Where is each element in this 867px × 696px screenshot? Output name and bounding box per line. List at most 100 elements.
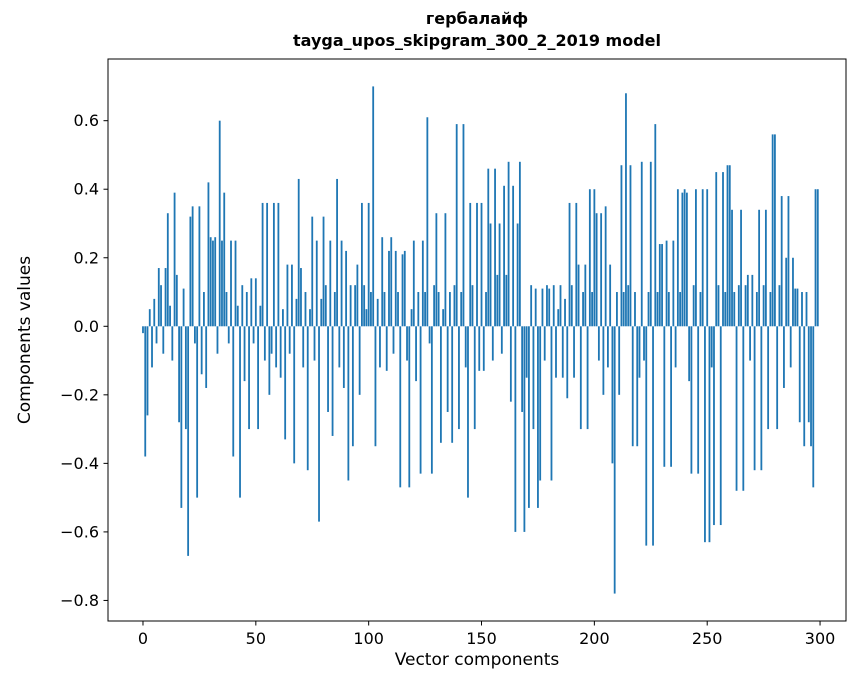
bar xyxy=(322,216,325,327)
bar xyxy=(230,240,232,327)
bar xyxy=(318,326,320,522)
bar xyxy=(410,309,413,327)
bar xyxy=(670,326,672,467)
x-tick-label: 50 xyxy=(246,629,266,648)
bar xyxy=(446,326,449,412)
bar xyxy=(543,326,546,361)
bar xyxy=(451,326,454,443)
bar xyxy=(390,237,393,327)
bar xyxy=(214,237,217,327)
bar xyxy=(162,326,165,354)
bar xyxy=(523,326,526,532)
bar xyxy=(634,292,636,327)
bar xyxy=(361,202,363,327)
bar xyxy=(717,285,720,327)
bar xyxy=(160,285,162,327)
bar xyxy=(595,213,598,327)
x-tick-label: 200 xyxy=(579,629,610,648)
bar xyxy=(207,182,210,327)
bar xyxy=(277,202,280,327)
bar xyxy=(469,202,472,327)
bar xyxy=(566,326,569,399)
bar xyxy=(801,292,803,327)
bar xyxy=(363,285,366,327)
bar xyxy=(528,326,530,508)
bar xyxy=(376,298,379,327)
bar xyxy=(250,278,253,327)
bar xyxy=(767,326,770,430)
bar xyxy=(272,202,275,327)
bar xyxy=(187,326,190,556)
bar xyxy=(435,213,438,327)
bar xyxy=(372,86,375,327)
bar xyxy=(744,285,747,327)
bar xyxy=(812,326,815,488)
bar xyxy=(392,326,395,354)
bar xyxy=(564,298,566,327)
bar xyxy=(169,305,171,327)
bar xyxy=(221,240,223,327)
bar xyxy=(293,326,296,464)
bar xyxy=(638,326,641,378)
bar xyxy=(555,326,557,378)
bar xyxy=(462,124,465,327)
bar xyxy=(302,326,305,368)
bar xyxy=(692,285,695,327)
bar xyxy=(491,326,494,361)
bar xyxy=(403,250,406,327)
bar xyxy=(329,240,332,327)
bar xyxy=(514,326,517,532)
bar xyxy=(704,326,706,543)
bar xyxy=(710,326,713,368)
bar xyxy=(550,326,553,481)
bar xyxy=(726,165,729,327)
bar xyxy=(604,206,607,327)
bar xyxy=(518,161,521,327)
bar xyxy=(688,326,691,382)
bar xyxy=(577,264,580,327)
bar xyxy=(189,216,192,327)
bar xyxy=(751,274,754,327)
bar xyxy=(496,274,499,327)
bar xyxy=(728,165,731,327)
bar xyxy=(383,292,386,327)
bar xyxy=(351,326,354,447)
bar xyxy=(455,124,458,327)
bar xyxy=(282,309,284,327)
bar xyxy=(234,240,237,327)
bar xyxy=(408,326,411,488)
bar xyxy=(309,309,311,327)
bar xyxy=(622,292,625,327)
bar xyxy=(304,292,307,327)
bar xyxy=(780,196,783,327)
bar xyxy=(794,288,797,327)
bar xyxy=(805,292,808,327)
bar xyxy=(724,292,727,327)
bar xyxy=(412,240,415,327)
bar xyxy=(532,326,535,430)
bar xyxy=(200,326,203,375)
bar xyxy=(259,305,262,327)
bar xyxy=(654,124,657,327)
bar xyxy=(476,202,478,327)
bar xyxy=(480,202,483,327)
bar xyxy=(674,326,677,368)
bar xyxy=(683,189,686,327)
bar xyxy=(803,326,806,447)
bar xyxy=(370,292,372,327)
bar xyxy=(586,326,589,430)
bar xyxy=(182,288,185,327)
bar xyxy=(503,185,505,327)
bar xyxy=(769,292,772,327)
chart-title-model: tayga_upos_skipgram_300_2_2019 model xyxy=(293,31,661,50)
bar xyxy=(679,292,682,327)
bar xyxy=(205,326,208,388)
bar xyxy=(573,326,575,378)
bar xyxy=(552,285,555,327)
bar xyxy=(347,326,350,481)
bar xyxy=(701,189,704,327)
bar xyxy=(388,250,390,327)
bar xyxy=(640,161,643,327)
bar xyxy=(561,326,564,378)
